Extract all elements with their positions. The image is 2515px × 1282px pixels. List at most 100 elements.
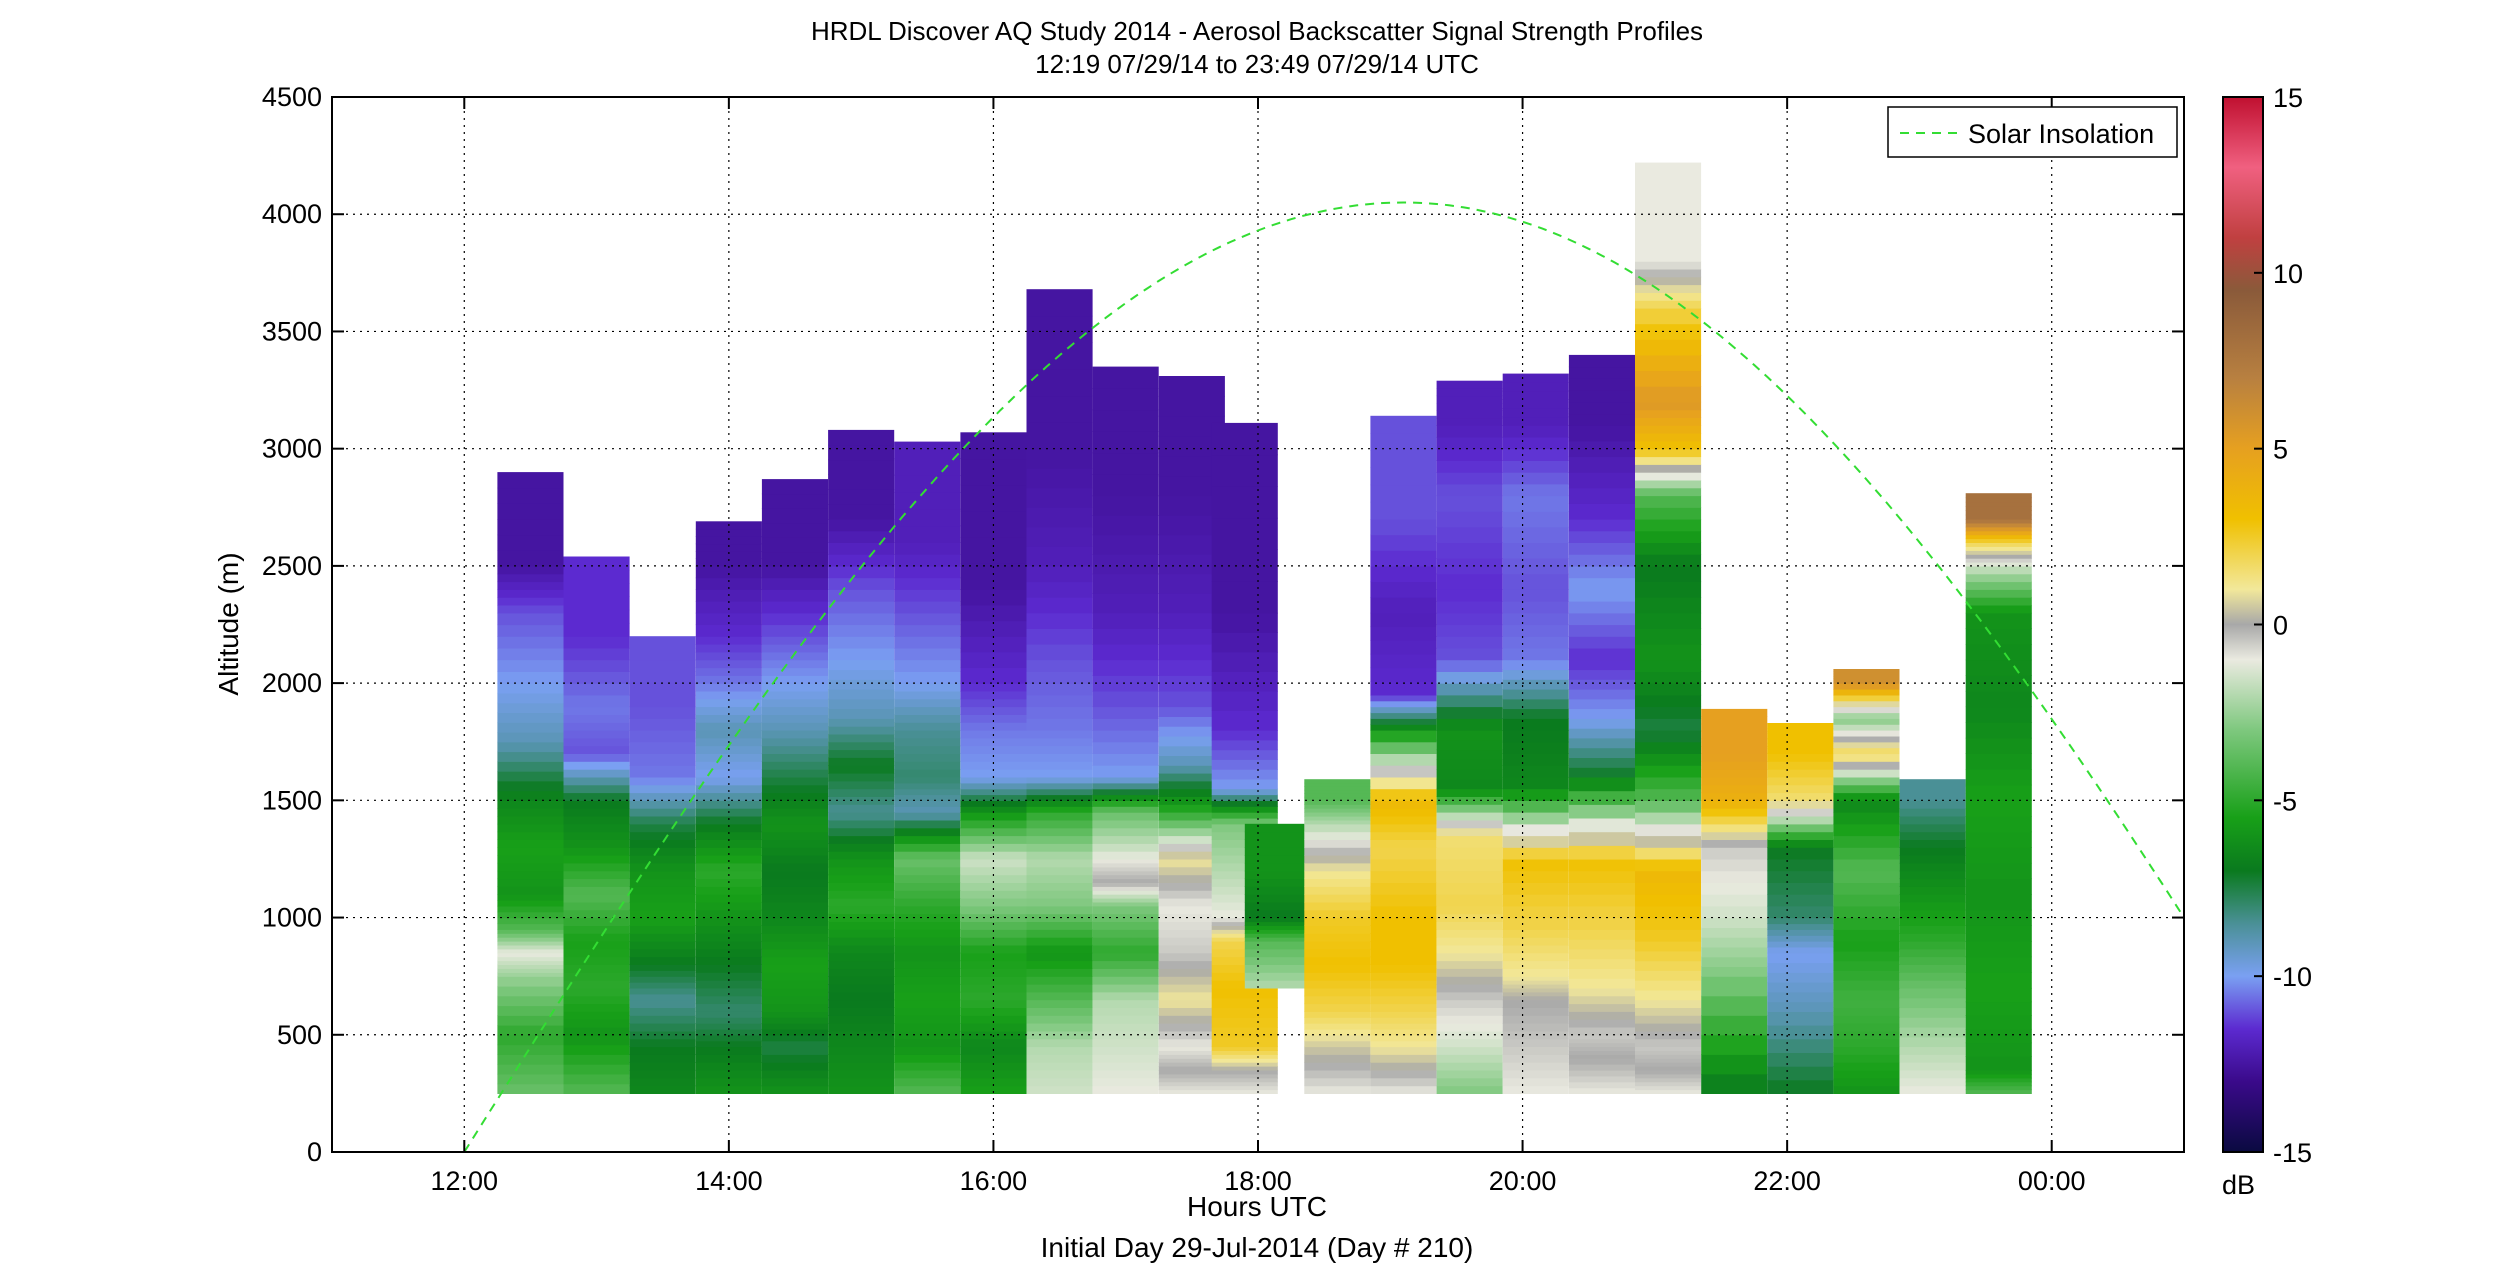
x-tick-label: 20:00 (1489, 1166, 1557, 1196)
profile-1-cell (563, 964, 630, 973)
profile-4-cell (761, 901, 828, 911)
profile-15-cell (1436, 380, 1503, 389)
profile-8-cell (1026, 851, 1093, 860)
profile-10-cell (1158, 716, 1225, 727)
profile-4-cell (761, 886, 828, 895)
profile-9-cell (1092, 1085, 1159, 1094)
profile-2-cell (629, 993, 696, 1001)
profile-0-cell (497, 534, 564, 551)
profile-9-cell (1092, 800, 1159, 807)
profile-9-cell (1092, 894, 1159, 899)
profile-8-cell (1026, 905, 1093, 915)
profile-3-cell (695, 1023, 762, 1030)
profile-2-cell (629, 1046, 696, 1055)
profile-12-cell (1244, 855, 1311, 864)
profile-4-cell (761, 870, 828, 880)
profile-16-cell (1502, 1030, 1569, 1040)
profile-15-cell (1436, 788, 1503, 797)
profile-4-cell (761, 948, 828, 958)
profile-15-cell (1436, 573, 1503, 590)
profile-14-cell (1370, 816, 1437, 825)
profile-11-cell (1211, 581, 1278, 614)
profile-2-cell (629, 987, 696, 995)
profile-20-cell (1767, 952, 1834, 964)
profile-8-cell (1026, 999, 1093, 1008)
profile-6-cell (894, 753, 961, 762)
profile-5-cell (828, 698, 895, 710)
profile-10-cell (1158, 659, 1225, 676)
profile-9-cell (1092, 794, 1159, 801)
profile-10-cell (1158, 835, 1225, 844)
profile-8-cell (1026, 694, 1093, 708)
profile-14-cell (1370, 870, 1437, 883)
profile-14-cell (1370, 653, 1437, 669)
profile-8-cell (1026, 769, 1093, 778)
profile-7-cell (960, 952, 1027, 962)
profile-6-cell (894, 1038, 961, 1048)
profile-4-cell (761, 855, 828, 864)
profile-2-cell (629, 941, 696, 950)
profile-17-cell (1568, 737, 1635, 749)
profile-19-cell (1701, 738, 1768, 747)
profile-15-cell (1436, 827, 1503, 837)
profile-3-cell (695, 776, 762, 786)
profile-18-cell (1635, 456, 1702, 465)
profile-20-cell (1767, 870, 1834, 883)
profile-15-cell (1436, 937, 1503, 946)
profile-8-cell (1026, 800, 1093, 807)
profile-23-cell (1965, 1085, 2032, 1091)
profile-19-cell (1701, 956, 1768, 967)
profile-14-cell (1370, 776, 1437, 790)
profile-7-cell (960, 714, 1027, 723)
profile-11-cell (1211, 806, 1278, 813)
profile-9-cell (1092, 409, 1159, 432)
profile-8-cell (1026, 984, 1093, 993)
profile-23-cell (1965, 581, 2032, 590)
profile-20-cell (1767, 769, 1834, 778)
profile-22-cell (1899, 1085, 1966, 1094)
profile-15-cell (1436, 1007, 1503, 1016)
profile-5-cell (828, 530, 895, 543)
profile-2-cell (629, 1007, 696, 1016)
profile-16-cell (1502, 1077, 1569, 1087)
profile-11-cell (1211, 929, 1278, 934)
profile-16-cell (1502, 937, 1569, 946)
profile-23-cell (1965, 628, 2032, 645)
profile-7-cell (960, 929, 1027, 938)
profile-5-cell (828, 866, 895, 876)
profile-16-cell (1502, 788, 1569, 801)
profile-5-cell (828, 565, 895, 579)
profile-10-cell (1158, 755, 1225, 766)
profile-8-cell (1026, 546, 1093, 567)
profile-23-cell (1965, 690, 2032, 708)
profile-11-cell (1211, 651, 1278, 672)
profile-15-cell (1436, 991, 1503, 1001)
profile-21-cell (1833, 700, 1900, 708)
profile-10-cell (1158, 1046, 1225, 1051)
profile-18-cell (1635, 464, 1702, 473)
profile-18-cell (1635, 929, 1702, 942)
profile-14-cell (1370, 995, 1437, 1005)
profile-11-cell (1211, 1066, 1278, 1071)
profile-15-cell (1436, 647, 1503, 661)
profile-6-cell (894, 577, 961, 590)
profile-6-cell (894, 929, 961, 938)
profile-2-cell (629, 636, 696, 649)
profile-19-cell (1701, 882, 1768, 895)
profile-17-cell (1568, 858, 1635, 872)
profile-15-cell (1436, 636, 1503, 649)
profile-11-cell (1211, 972, 1278, 981)
profile-15-cell (1436, 1023, 1503, 1032)
profile-16-cell (1502, 425, 1569, 438)
profile-6-cell (894, 882, 961, 891)
profile-15-cell (1436, 913, 1503, 922)
profile-18-cell (1635, 1081, 1702, 1087)
profile-15-cell (1436, 1046, 1503, 1055)
profile-13-cell (1304, 819, 1371, 825)
profile-20-cell (1767, 733, 1834, 739)
profile-15-cell (1436, 976, 1503, 985)
profile-8-cell (1026, 991, 1093, 1001)
profile-16-cell (1502, 776, 1569, 790)
profile-22-cell (1899, 855, 1966, 864)
profile-11-cell (1211, 870, 1278, 880)
